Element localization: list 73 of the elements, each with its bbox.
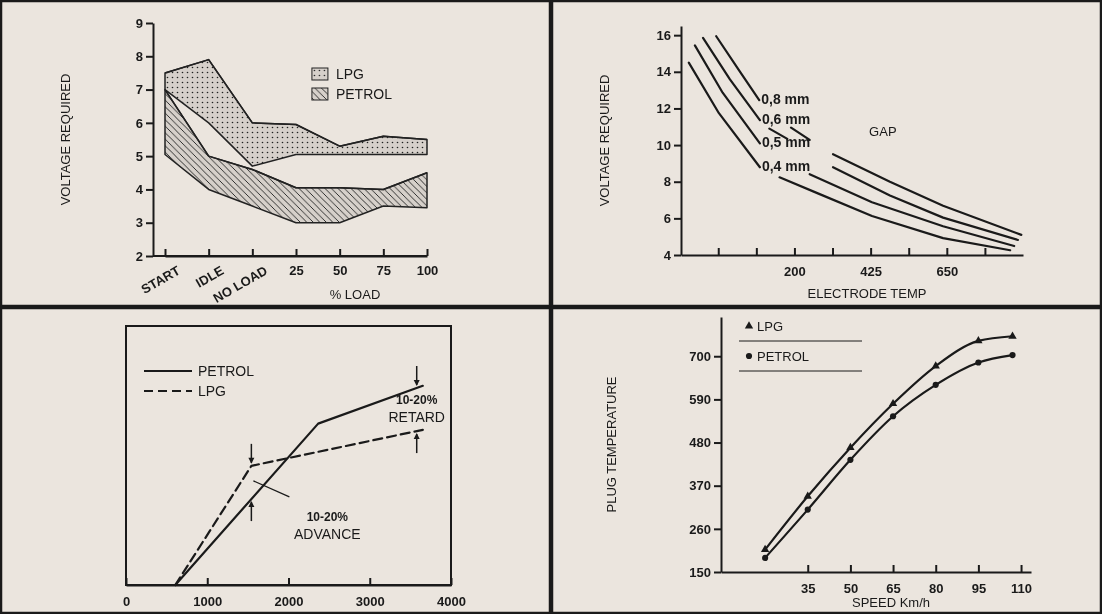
y-tick-label: 16 — [656, 27, 671, 43]
x-tick-label: 3000 — [355, 594, 385, 610]
y-tick-label: 8 — [663, 174, 671, 190]
y-tick-label: 6 — [663, 211, 671, 227]
legend-label: LPG — [335, 66, 364, 82]
line-series — [164, 58, 428, 147]
point — [1009, 351, 1016, 359]
legend-label: PETROL — [335, 86, 393, 102]
x-tick-label: 25 — [289, 263, 304, 279]
series-label: 0,6 mm — [761, 111, 811, 128]
x-tick-label: 75 — [376, 263, 392, 279]
x-tick-label: 65 — [886, 581, 901, 597]
y-axis-title: VOLTAGE REQUIRED — [597, 74, 612, 207]
series-label: 0,8 mm — [761, 91, 810, 108]
y-tick-label: 260 — [689, 521, 711, 537]
point — [846, 442, 855, 451]
y-tick-label: 7 — [135, 82, 143, 98]
x-tick-label: 650 — [936, 264, 959, 280]
point — [760, 544, 770, 553]
x-tick-label: 200 — [784, 264, 806, 280]
point — [804, 506, 811, 513]
point — [974, 336, 983, 344]
y-tick-label: 4 — [663, 247, 672, 263]
x-tick-label: 100 — [416, 263, 439, 279]
y-tick-label: 2 — [135, 248, 143, 264]
y-tick-label: 12 — [656, 101, 671, 117]
x-axis-title: % LOAD — [329, 287, 381, 302]
x-tick-label: 35 — [801, 581, 816, 597]
point — [847, 456, 854, 463]
y-axis-title: VOLTAGE REQUIRED — [58, 73, 73, 206]
y-tick-label: 8 — [135, 48, 143, 64]
y-tick-label: 480 — [689, 435, 711, 451]
x-tick-label: 0 — [122, 594, 131, 610]
y-tick-label: 3 — [135, 215, 143, 231]
annotation: 10-20% ADVANCE — [294, 510, 361, 543]
x-tick-label: 425 — [860, 264, 882, 280]
line-series — [164, 88, 428, 191]
x-axis-title: SPEED Km/h — [851, 595, 931, 610]
x-axis-title: ELECTRODE TEMP — [807, 286, 927, 301]
y-tick-label: 6 — [135, 115, 143, 131]
legend-label: LPG — [198, 383, 227, 399]
y-tick-label: 150 — [689, 564, 711, 580]
y-tick-label: 370 — [689, 478, 711, 494]
point — [889, 413, 897, 420]
point — [975, 359, 982, 366]
x-tick-label: 80 — [928, 581, 944, 597]
point — [761, 554, 769, 561]
series-label: 0,4 mm — [761, 158, 811, 175]
y-tick-label: 590 — [689, 392, 711, 408]
point — [1008, 331, 1017, 339]
y-tick-label: 9 — [135, 15, 143, 31]
y-tick-label: 14 — [656, 64, 672, 80]
series-label: 0,5 mm — [761, 134, 811, 151]
point — [803, 491, 812, 499]
x-tick-label: 110 — [1011, 581, 1033, 597]
y-tick-label: 10 — [656, 137, 671, 153]
x-tick-label: 4000 — [437, 594, 466, 610]
annotation: 10-20% RETARD — [388, 392, 445, 425]
point — [888, 398, 898, 407]
y-axis-title: PLUG TEMPERATURE — [604, 376, 619, 513]
legend-label: PETROL — [757, 349, 810, 364]
x-tick-label: 2000 — [274, 594, 304, 610]
x-tick-label: 50 — [332, 263, 348, 279]
x-tick-label: 50 — [843, 581, 859, 597]
x-tick-label: 95 — [971, 581, 987, 597]
y-tick-label: 5 — [135, 148, 143, 164]
x-tick-label: 1000 — [193, 594, 223, 610]
legend-label: PETROL — [198, 363, 255, 379]
y-tick-label: 4 — [135, 182, 144, 198]
annotation: GAP — [869, 124, 897, 139]
y-tick-label: 700 — [689, 348, 711, 364]
legend-label: LPG — [757, 319, 784, 334]
point — [932, 381, 939, 388]
